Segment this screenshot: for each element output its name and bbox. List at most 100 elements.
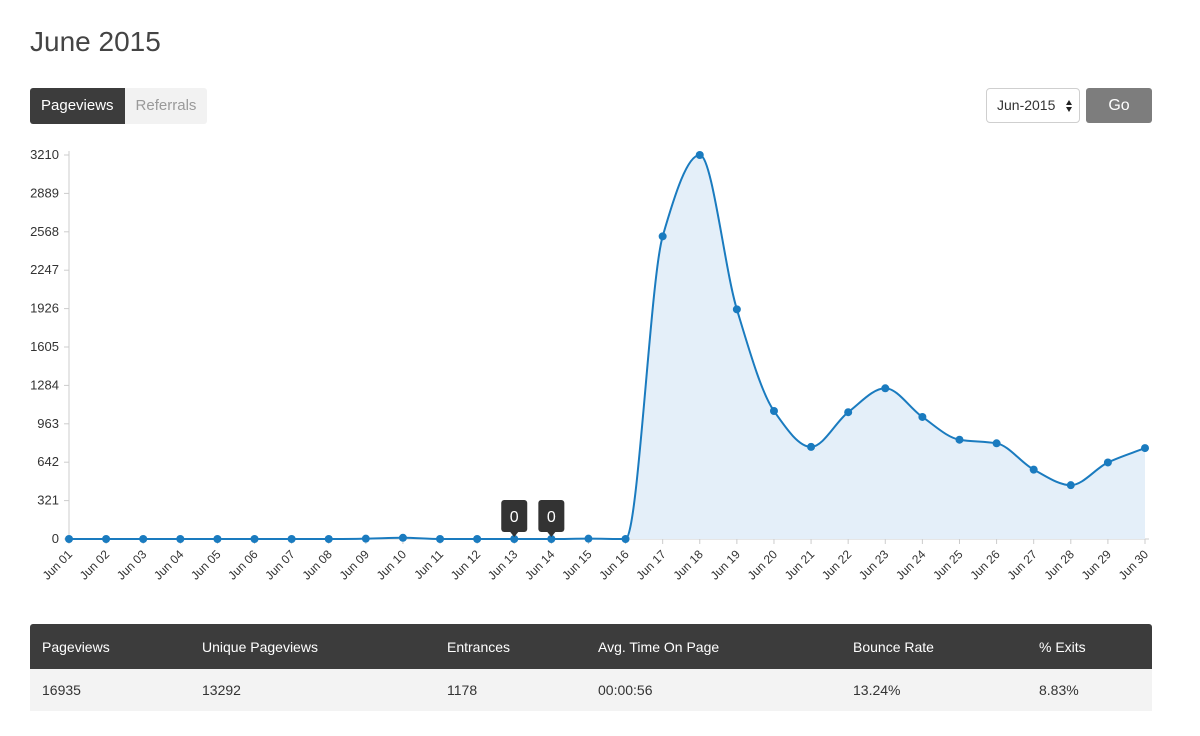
tooltip-arrow	[547, 532, 556, 537]
x-tick-label: Jun 10	[374, 547, 410, 583]
header-avg-time: Avg. Time On Page	[586, 624, 841, 669]
stats-table: Pageviews Unique Pageviews Entrances Avg…	[30, 624, 1152, 711]
x-tick-label: Jun 02	[77, 547, 113, 583]
x-tick-label: Jun 12	[448, 547, 484, 583]
x-tick-label: Jun 05	[188, 547, 224, 583]
data-point	[992, 439, 1001, 448]
tooltip-label: 0	[510, 509, 519, 526]
data-point	[65, 535, 73, 543]
header-entrances: Entrances	[435, 624, 586, 669]
data-point	[1066, 481, 1075, 490]
value-pageviews: 16935	[30, 669, 190, 711]
x-tick-label: Jun 24	[893, 547, 929, 583]
x-tick-label: Jun 14	[522, 547, 558, 583]
view-tabs: Pageviews Referrals	[30, 88, 208, 124]
data-point	[955, 435, 964, 444]
data-point	[473, 535, 482, 543]
header-bounce-rate: Bounce Rate	[841, 624, 1027, 669]
data-point	[1141, 444, 1149, 453]
y-tick-label: 1605	[30, 339, 59, 354]
x-tick-label: Jun 27	[1004, 547, 1040, 583]
x-tick-label: Jun 13	[485, 547, 521, 583]
x-tick-label: Jun 29	[1079, 547, 1115, 583]
header-exits: % Exits	[1027, 624, 1152, 669]
y-tick-label: 2247	[30, 262, 59, 277]
y-tick-label: 2568	[30, 224, 59, 239]
data-point	[1029, 465, 1038, 474]
value-tooltip: 0	[538, 500, 565, 537]
data-point	[807, 442, 816, 451]
data-point	[881, 384, 890, 393]
tab-referrals[interactable]: Referrals	[124, 88, 208, 124]
data-point	[436, 535, 445, 543]
x-tick-label: Jun 21	[782, 547, 818, 583]
data-point	[250, 535, 259, 543]
x-tick-label: Jun 04	[151, 547, 187, 583]
x-tick-label: Jun 08	[299, 547, 335, 583]
tab-pageviews[interactable]: Pageviews	[30, 88, 125, 124]
data-point	[732, 305, 741, 314]
select-caret-icon	[1065, 98, 1073, 114]
data-point	[918, 412, 927, 421]
x-tick-label: Jun 16	[596, 547, 632, 583]
data-point	[510, 535, 519, 543]
y-tick-label: 1284	[30, 377, 59, 392]
data-point	[844, 408, 853, 417]
stats-row: 16935 13292 1178 00:00:56 13.24% 8.83%	[30, 669, 1152, 711]
x-tick-label: Jun 07	[262, 547, 298, 583]
page-title: June 2015	[30, 26, 161, 57]
x-tick-label: Jun 20	[745, 547, 781, 583]
x-tick-label: Jun 19	[708, 547, 744, 583]
month-select[interactable]: Jun-2015	[986, 88, 1080, 123]
data-point	[1103, 458, 1112, 467]
y-tick-label: 2889	[30, 185, 59, 200]
x-tick-label: Jun 11	[411, 547, 446, 582]
stats-header-row: Pageviews Unique Pageviews Entrances Avg…	[30, 624, 1152, 669]
value-exits: 8.83%	[1027, 669, 1152, 711]
header-unique-pageviews: Unique Pageviews	[190, 624, 435, 669]
x-tick-label: Jun 17	[633, 547, 669, 583]
pageviews-chart: 0 321 642 963 1284 1605 1926 2247 2568 2889 3210 Ju…	[0, 140, 1200, 600]
data-point	[139, 535, 148, 543]
data-point	[361, 534, 370, 543]
y-tick-label: 321	[37, 493, 59, 508]
header-pageviews: Pageviews	[30, 624, 190, 669]
data-point	[695, 151, 704, 159]
data-point	[324, 535, 333, 543]
data-point	[287, 535, 296, 543]
x-tick-label: Jun 06	[225, 547, 261, 583]
value-unique-pageviews: 13292	[190, 669, 435, 711]
pageviews-chart-svg: 0 321 642 963 1284 1605 1926 2247 2568 2889 3210 Ju…	[30, 147, 1151, 583]
tooltip-box	[501, 500, 528, 532]
y-tick-label: 963	[37, 416, 59, 431]
x-tick-label: Jun 01	[40, 547, 76, 583]
tooltip-arrow	[510, 532, 519, 537]
data-point	[213, 535, 222, 543]
data-point	[584, 534, 593, 543]
x-tick-label: Jun 23	[856, 547, 892, 583]
y-tick-label: 3210	[30, 147, 59, 162]
x-tick-label: Jun 22	[819, 547, 855, 583]
x-tick-label: Jun 18	[671, 547, 707, 583]
value-avg-time: 00:00:56	[586, 669, 841, 711]
value-tooltip: 0	[501, 500, 528, 537]
value-entrances: 1178	[435, 669, 586, 711]
x-tick-label: Jun 28	[1042, 547, 1078, 583]
data-point	[658, 232, 667, 241]
data-point	[621, 535, 630, 543]
x-tick-label: Jun 03	[114, 547, 150, 583]
y-tick-label: 642	[37, 454, 59, 469]
y-tick-label: 1926	[30, 301, 59, 316]
value-bounce-rate: 13.24%	[841, 669, 1027, 711]
x-tick-label: Jun 26	[967, 547, 1003, 583]
data-point	[102, 535, 111, 543]
data-point	[176, 535, 185, 543]
data-point	[547, 535, 556, 543]
x-tick-label: Jun 15	[559, 547, 595, 583]
x-tick-label: Jun 09	[337, 547, 373, 583]
tooltip-box	[538, 500, 565, 532]
y-tick-label: 0	[52, 531, 59, 546]
data-point	[769, 407, 778, 415]
data-point	[398, 533, 407, 542]
go-button[interactable]: Go	[1086, 88, 1152, 123]
